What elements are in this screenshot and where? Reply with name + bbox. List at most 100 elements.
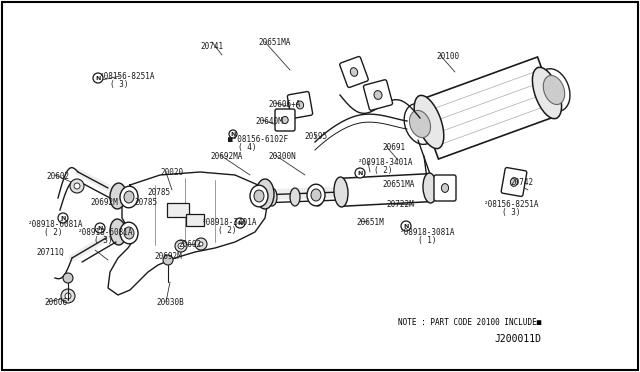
FancyBboxPatch shape xyxy=(340,57,368,87)
Text: 20722M: 20722M xyxy=(386,200,413,209)
Text: N: N xyxy=(237,221,243,225)
Ellipse shape xyxy=(124,227,134,239)
Text: N: N xyxy=(357,170,363,176)
Ellipse shape xyxy=(124,191,134,203)
FancyBboxPatch shape xyxy=(501,167,527,196)
Text: 20300N: 20300N xyxy=(268,152,296,161)
Ellipse shape xyxy=(307,184,325,206)
Bar xyxy=(167,203,189,217)
Text: 20692M: 20692M xyxy=(154,252,182,261)
Circle shape xyxy=(199,242,203,246)
Text: 20741: 20741 xyxy=(200,42,223,51)
Ellipse shape xyxy=(250,185,268,207)
Text: ( 2): ( 2) xyxy=(374,166,392,175)
Ellipse shape xyxy=(543,76,564,105)
Text: ( 2): ( 2) xyxy=(218,226,237,235)
Text: 20785: 20785 xyxy=(134,198,157,207)
Ellipse shape xyxy=(120,186,138,208)
Ellipse shape xyxy=(350,68,358,76)
Text: 20651M: 20651M xyxy=(356,218,384,227)
Text: 20100: 20100 xyxy=(436,52,459,61)
Circle shape xyxy=(63,273,73,283)
Text: ( 4): ( 4) xyxy=(238,143,257,152)
Text: 20711Q: 20711Q xyxy=(36,248,64,257)
Text: 20030B: 20030B xyxy=(156,298,184,307)
Text: ( 3): ( 3) xyxy=(110,80,129,89)
Circle shape xyxy=(235,218,245,228)
Text: 20606: 20606 xyxy=(44,298,67,307)
Ellipse shape xyxy=(423,173,437,203)
Ellipse shape xyxy=(374,91,382,99)
Circle shape xyxy=(58,213,68,223)
Circle shape xyxy=(61,289,75,303)
Circle shape xyxy=(65,293,71,299)
FancyBboxPatch shape xyxy=(417,57,559,159)
Text: 20691: 20691 xyxy=(382,143,405,152)
Ellipse shape xyxy=(254,190,264,202)
Text: N: N xyxy=(403,224,409,228)
Ellipse shape xyxy=(410,110,431,138)
Ellipse shape xyxy=(282,116,288,124)
Ellipse shape xyxy=(296,101,303,109)
Text: ( 3): ( 3) xyxy=(502,208,520,217)
Text: 20742: 20742 xyxy=(510,178,533,187)
Ellipse shape xyxy=(311,189,321,201)
FancyBboxPatch shape xyxy=(434,175,456,201)
Ellipse shape xyxy=(442,184,449,192)
Text: ( 1): ( 1) xyxy=(418,236,436,245)
Text: ( 2): ( 2) xyxy=(44,228,63,237)
Text: ²08918-6081A: ²08918-6081A xyxy=(78,228,134,237)
Circle shape xyxy=(178,243,184,249)
FancyBboxPatch shape xyxy=(287,92,312,118)
Text: 20692MA: 20692MA xyxy=(210,152,243,161)
Text: 20692M: 20692M xyxy=(90,198,118,207)
Text: ■²08156-6102F: ■²08156-6102F xyxy=(228,135,288,144)
Text: 20602: 20602 xyxy=(46,172,69,181)
Text: 20651MA: 20651MA xyxy=(258,38,291,47)
Ellipse shape xyxy=(334,177,348,207)
Text: 20595: 20595 xyxy=(304,132,327,141)
Ellipse shape xyxy=(110,183,126,209)
Ellipse shape xyxy=(267,188,277,206)
Circle shape xyxy=(401,221,411,231)
Ellipse shape xyxy=(110,219,126,245)
Ellipse shape xyxy=(532,67,561,119)
Circle shape xyxy=(74,183,80,189)
Text: NOTE : PART CODE 20100 INCLUDE■: NOTE : PART CODE 20100 INCLUDE■ xyxy=(398,318,541,327)
Text: N: N xyxy=(95,76,100,80)
Ellipse shape xyxy=(120,222,138,244)
Text: 20602: 20602 xyxy=(178,240,201,249)
Circle shape xyxy=(195,238,207,250)
Text: ²08918-6081A: ²08918-6081A xyxy=(28,220,83,229)
Ellipse shape xyxy=(538,69,570,111)
Text: 20651MA: 20651MA xyxy=(382,180,414,189)
Text: ²08918-3401A: ²08918-3401A xyxy=(202,218,257,227)
Text: J200011D: J200011D xyxy=(494,334,541,344)
Text: 20606+A: 20606+A xyxy=(268,100,300,109)
Circle shape xyxy=(175,240,187,252)
FancyBboxPatch shape xyxy=(364,80,392,110)
Text: ²08918-3081A: ²08918-3081A xyxy=(400,228,456,237)
Text: N: N xyxy=(60,215,66,221)
Text: ²08918-3401A: ²08918-3401A xyxy=(358,158,413,167)
Bar xyxy=(340,174,429,206)
Text: 20020: 20020 xyxy=(160,168,183,177)
Text: ²08156-8251A: ²08156-8251A xyxy=(100,72,156,81)
Ellipse shape xyxy=(404,104,436,144)
Text: N: N xyxy=(230,131,236,137)
Circle shape xyxy=(95,223,105,233)
Ellipse shape xyxy=(414,95,444,149)
Text: ( 3): ( 3) xyxy=(94,236,113,245)
Polygon shape xyxy=(108,172,268,295)
Text: 20785: 20785 xyxy=(147,188,170,197)
Ellipse shape xyxy=(510,177,518,186)
Circle shape xyxy=(70,179,84,193)
Text: N: N xyxy=(97,225,102,231)
FancyBboxPatch shape xyxy=(275,109,295,131)
Text: ²08156-8251A: ²08156-8251A xyxy=(484,200,540,209)
Ellipse shape xyxy=(313,188,323,206)
Circle shape xyxy=(93,73,103,83)
Bar xyxy=(186,214,204,226)
Circle shape xyxy=(163,255,173,265)
Circle shape xyxy=(355,168,365,178)
